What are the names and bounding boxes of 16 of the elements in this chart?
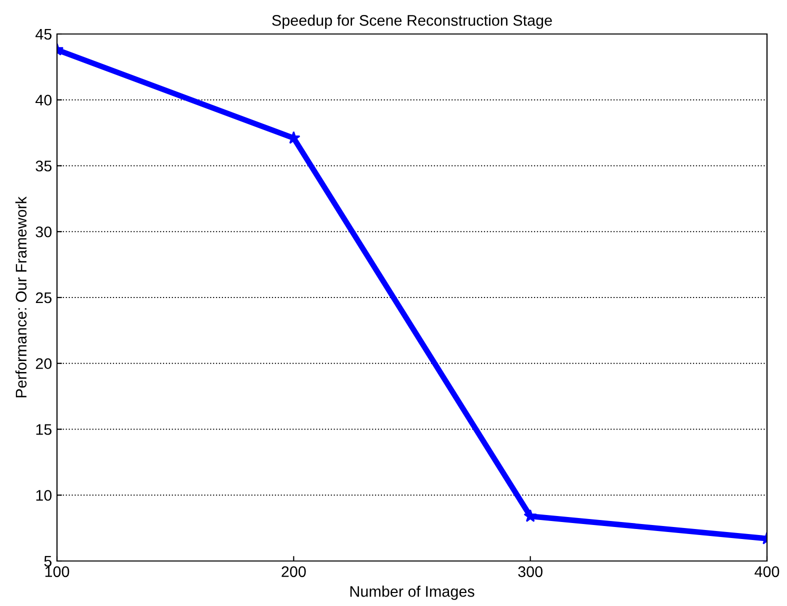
y-tick-label: 40	[36, 94, 52, 106]
x-tick-label: 200	[282, 566, 306, 578]
x-tick-label: 100	[45, 566, 70, 578]
x-tick-label: 300	[518, 566, 542, 578]
x-tick-label: 400	[754, 566, 780, 578]
y-tick-label: 35	[36, 160, 52, 172]
x-axis-title: Number of Images	[350, 586, 474, 600]
y-tick-label: 15	[36, 424, 52, 435]
y-tick-label: 30	[36, 226, 52, 238]
y-tick-label: 5	[44, 556, 52, 567]
chart-title: Speedup for Scene Reconstruction Stage	[272, 14, 552, 29]
y-tick-label: 45	[36, 29, 52, 40]
y-tick-label: 25	[36, 292, 52, 304]
y-tick-label: 20	[36, 358, 52, 370]
y-axis-title: Performance: Our Framework	[15, 196, 27, 398]
y-tick-label: 10	[36, 490, 52, 501]
